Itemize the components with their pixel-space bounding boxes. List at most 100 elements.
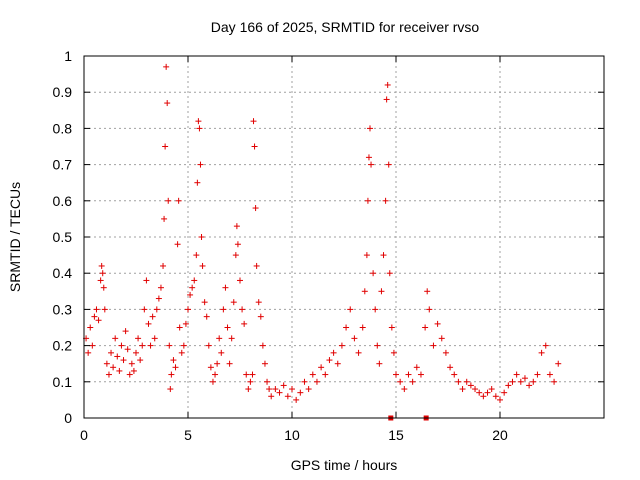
data-point bbox=[114, 353, 121, 360]
data-point bbox=[110, 364, 117, 371]
data-point bbox=[108, 349, 115, 356]
data-point bbox=[99, 270, 106, 277]
data-point bbox=[526, 382, 533, 389]
data-point bbox=[551, 378, 558, 385]
data-point bbox=[103, 360, 110, 367]
data-point bbox=[538, 349, 545, 356]
data-point bbox=[130, 367, 137, 374]
data-point bbox=[351, 335, 358, 342]
data-point bbox=[95, 317, 102, 324]
data-point bbox=[501, 389, 508, 396]
data-point bbox=[249, 371, 256, 378]
data-point bbox=[232, 252, 239, 259]
data-point bbox=[97, 277, 104, 284]
data-point bbox=[383, 96, 390, 103]
data-point bbox=[405, 371, 412, 378]
data-point bbox=[338, 342, 345, 349]
data-point bbox=[166, 342, 173, 349]
data-point bbox=[401, 386, 408, 393]
y-tick-label: 0.2 bbox=[53, 338, 73, 354]
data-point bbox=[105, 371, 112, 378]
data-point bbox=[170, 357, 177, 364]
data-point bbox=[100, 284, 107, 291]
data-point bbox=[116, 367, 123, 374]
data-point bbox=[199, 262, 206, 269]
data-point bbox=[253, 262, 260, 269]
data-point bbox=[555, 360, 562, 367]
data-point bbox=[505, 382, 512, 389]
data-point bbox=[147, 342, 154, 349]
data-point bbox=[164, 100, 171, 107]
y-tick-label: 0.4 bbox=[53, 265, 73, 281]
data-point bbox=[228, 335, 235, 342]
data-point bbox=[467, 382, 474, 389]
data-point bbox=[251, 143, 258, 150]
data-point bbox=[513, 371, 520, 378]
data-point bbox=[161, 215, 168, 222]
data-point bbox=[160, 262, 167, 269]
y-tick-label: 1 bbox=[64, 48, 72, 64]
data-point bbox=[212, 371, 219, 378]
data-point bbox=[133, 349, 139, 356]
data-point bbox=[122, 328, 129, 335]
data-point bbox=[334, 360, 341, 367]
data-point bbox=[385, 161, 392, 168]
data-point bbox=[93, 306, 100, 313]
data-point bbox=[194, 179, 201, 186]
data-point bbox=[530, 378, 537, 385]
data-point bbox=[430, 342, 437, 349]
data-point bbox=[143, 277, 150, 284]
data-point bbox=[384, 81, 391, 88]
data-point bbox=[313, 378, 320, 385]
data-point bbox=[363, 252, 370, 259]
data-point bbox=[370, 270, 377, 277]
data-point bbox=[198, 234, 205, 240]
data-point bbox=[153, 306, 160, 313]
data-point bbox=[234, 241, 241, 248]
x-axis-label: GPS time / hours bbox=[291, 457, 398, 473]
data-point bbox=[191, 277, 198, 284]
data-point bbox=[255, 299, 262, 306]
x-tick-label: 15 bbox=[388, 427, 404, 443]
data-point bbox=[237, 277, 243, 284]
data-point bbox=[386, 270, 393, 277]
data-point bbox=[268, 393, 275, 400]
data-point bbox=[305, 386, 312, 393]
data-point bbox=[382, 197, 389, 204]
data-point bbox=[112, 335, 119, 342]
data-point bbox=[168, 371, 175, 378]
y-tick-label: 0.7 bbox=[53, 157, 73, 173]
data-point bbox=[226, 360, 233, 367]
data-point bbox=[397, 378, 404, 385]
data-point bbox=[272, 386, 279, 393]
data-point bbox=[424, 288, 431, 295]
data-point bbox=[230, 299, 237, 306]
data-point bbox=[322, 371, 329, 378]
data-point bbox=[101, 306, 108, 313]
data-point bbox=[137, 357, 144, 364]
data-point bbox=[297, 389, 304, 396]
data-point bbox=[372, 306, 379, 313]
y-tick-label: 0.6 bbox=[53, 193, 73, 209]
data-point bbox=[264, 378, 271, 385]
data-point bbox=[365, 154, 372, 161]
data-point bbox=[455, 378, 462, 385]
data-point bbox=[216, 335, 223, 342]
y-tick-label: 0.8 bbox=[53, 120, 73, 136]
y-tick-label: 0 bbox=[64, 410, 72, 426]
data-point bbox=[87, 324, 94, 331]
data-point bbox=[438, 335, 445, 342]
data-point bbox=[388, 324, 395, 331]
data-point bbox=[492, 393, 499, 400]
data-point bbox=[139, 342, 146, 349]
data-point bbox=[390, 349, 397, 356]
data-point bbox=[98, 262, 105, 269]
y-tick-label: 0.3 bbox=[53, 301, 73, 317]
data-point bbox=[167, 386, 174, 393]
data-point bbox=[175, 197, 182, 204]
data-point bbox=[214, 360, 221, 367]
data-point bbox=[163, 63, 170, 70]
data-point bbox=[355, 349, 362, 356]
data-point bbox=[203, 313, 210, 320]
data-point bbox=[542, 342, 549, 349]
